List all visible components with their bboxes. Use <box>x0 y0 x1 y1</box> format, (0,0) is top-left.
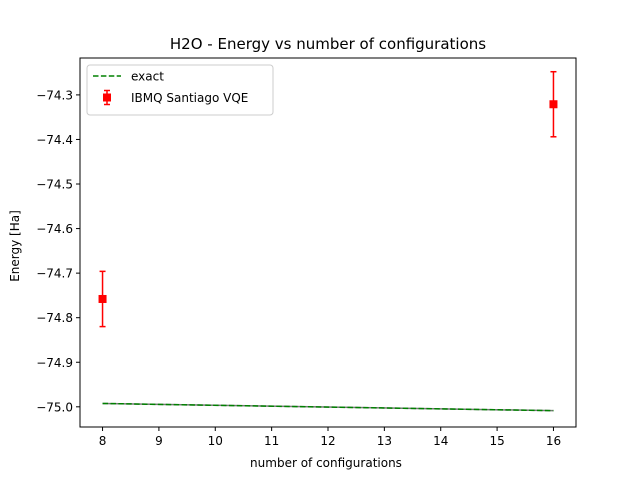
y-tick-label: −74.6 <box>36 222 73 236</box>
vqe-point <box>98 294 107 303</box>
series-layer <box>98 70 558 412</box>
y-axis: −75.0 −74.9 −74.8 −74.7 −74.6 −74.5 −74.4 −74.3 <box>36 88 80 414</box>
x-tick-label: 13 <box>377 434 392 448</box>
x-axis-label: number of configurations <box>250 456 402 470</box>
plot-frame <box>79 57 577 428</box>
x-tick-label: 12 <box>320 434 335 448</box>
x-tick-label: 10 <box>208 434 223 448</box>
x-tick-label: 9 <box>155 434 163 448</box>
x-tick-label: 16 <box>546 434 561 448</box>
y-tick-label: −74.9 <box>36 356 73 370</box>
y-tick-label: −74.4 <box>36 133 73 147</box>
y-tick-label: −75.0 <box>36 400 73 414</box>
legend: exact IBMQ Santiago VQE <box>86 64 274 116</box>
legend-exact-label: exact <box>131 70 164 84</box>
y-tick-label: −74.3 <box>36 88 73 102</box>
y-tick-label: −74.7 <box>36 267 73 281</box>
x-tick-label: 14 <box>433 434 448 448</box>
x-tick-label: 8 <box>99 434 107 448</box>
x-tick-label: 11 <box>264 434 279 448</box>
vqe-point <box>549 100 558 109</box>
legend-frame <box>86 64 274 116</box>
y-axis-label: Energy [Ha] <box>8 210 22 282</box>
y-tick-label: −74.8 <box>36 311 73 325</box>
x-tick-label: 15 <box>489 434 504 448</box>
exact-line <box>102 402 554 412</box>
legend-vqe-label: IBMQ Santiago VQE <box>131 91 248 105</box>
legend-vqe-marker <box>103 93 111 102</box>
plot-area <box>79 57 577 428</box>
legend-vqe-swatch <box>103 89 111 106</box>
x-axis: 8 9 10 11 12 13 14 15 16 <box>99 427 561 448</box>
y-tick-label: −74.5 <box>36 178 73 192</box>
chart-title: H2O - Energy vs number of configurations <box>170 35 486 53</box>
